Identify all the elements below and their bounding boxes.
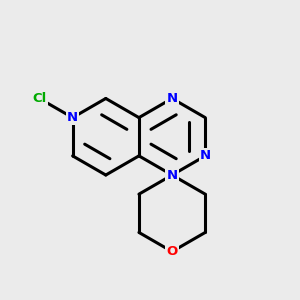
Text: N: N xyxy=(167,92,178,105)
Text: N: N xyxy=(200,149,211,162)
Text: N: N xyxy=(167,169,178,182)
Text: O: O xyxy=(167,245,178,258)
Text: N: N xyxy=(67,111,78,124)
Text: Cl: Cl xyxy=(32,92,46,105)
